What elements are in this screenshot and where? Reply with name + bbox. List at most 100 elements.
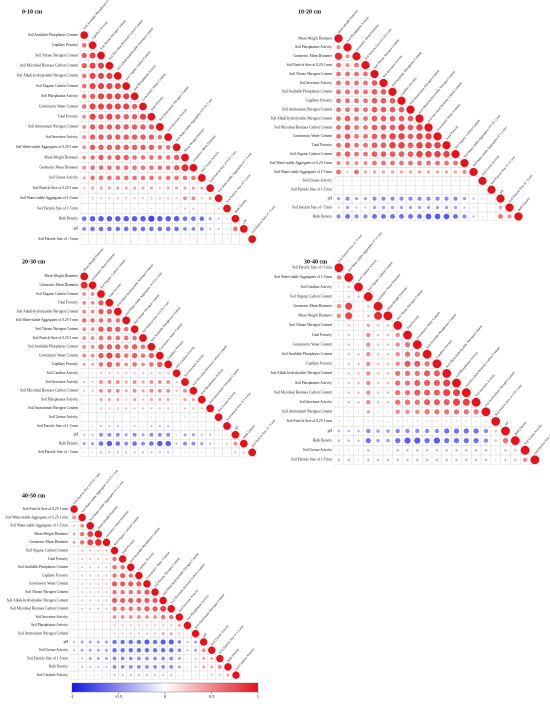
corr-circle [123, 215, 129, 222]
corr-circle [112, 589, 117, 595]
corr-circle [89, 674, 91, 676]
corr-circle [210, 674, 213, 677]
row-label: Soil Invertase Activity [46, 135, 79, 139]
corr-circle [125, 407, 128, 410]
row-label: Bulk Density [313, 214, 332, 218]
corr-circle [112, 639, 117, 645]
corr-circle [135, 571, 143, 580]
column-label: Soil Available Phosphorus Content [391, 51, 423, 88]
corr-circle [175, 207, 178, 210]
corr-circle [88, 640, 92, 644]
corr-circle [81, 566, 84, 569]
corr-circle [152, 648, 158, 653]
row-label: Soil Nitrate Nitrogen Content [25, 590, 68, 594]
corr-circle [191, 216, 196, 222]
corr-circle [80, 523, 85, 528]
column-label: pH [499, 188, 505, 194]
corr-circle [345, 71, 350, 77]
corr-circle [209, 433, 212, 436]
row-label: Soil Urease Activity [39, 648, 68, 652]
corr-circle [191, 398, 195, 402]
corr-circle [89, 591, 92, 594]
corr-circle [425, 458, 429, 462]
corr-circle [121, 624, 124, 627]
corr-circle [82, 336, 87, 340]
corr-circle [165, 165, 171, 171]
corr-circle [453, 160, 458, 166]
corr-circle [233, 226, 238, 232]
corr-circle [425, 150, 432, 158]
corr-circle [522, 457, 528, 463]
corr-circle [363, 80, 368, 86]
corr-circle [494, 449, 497, 452]
corr-circle [106, 103, 113, 110]
corr-circle [183, 621, 192, 630]
corr-circle [145, 664, 149, 669]
corr-circle [191, 196, 196, 201]
corr-circle [472, 197, 475, 200]
corr-circle [386, 458, 390, 462]
corr-circle [380, 124, 387, 131]
corr-circle [452, 389, 461, 397]
corr-circle [167, 197, 170, 200]
corr-circle [141, 197, 145, 200]
corr-circle [217, 434, 220, 436]
corr-circle [90, 336, 95, 340]
corr-circle [97, 83, 105, 90]
corr-circle [73, 558, 75, 560]
corr-circle [157, 175, 162, 180]
corr-circle [115, 362, 121, 367]
column-label: Bulk Density [514, 420, 528, 436]
corr-circle [81, 318, 87, 323]
corr-circle [510, 436, 520, 446]
corr-circle [181, 153, 189, 162]
corr-circle [433, 132, 442, 141]
corr-circle [175, 613, 184, 621]
corr-circle [120, 664, 125, 669]
corr-circle [354, 214, 359, 219]
corr-circle [120, 572, 126, 579]
corr-circle [99, 432, 103, 437]
corr-circle [463, 437, 469, 444]
corr-circle [406, 458, 409, 462]
corr-circle [455, 458, 458, 462]
corr-circle [83, 433, 86, 436]
corr-circle [416, 420, 419, 423]
corr-circle [226, 228, 228, 230]
corr-circle [105, 582, 108, 585]
corr-circle [164, 360, 173, 369]
corr-circle [153, 664, 157, 669]
corr-circle [364, 180, 367, 182]
corr-circle [72, 515, 76, 520]
corr-circle [389, 97, 396, 104]
row-label: Gravimetric Water Content [29, 582, 68, 586]
corr-circle [125, 197, 128, 200]
corr-circle [425, 448, 429, 452]
corr-circle [386, 372, 390, 375]
corr-circle [371, 115, 378, 122]
corr-circle [123, 335, 129, 341]
corr-circle [386, 429, 390, 433]
corr-circle [82, 292, 87, 296]
corr-circle [115, 113, 121, 120]
corr-circle [201, 416, 203, 418]
corr-circle [398, 106, 405, 113]
row-label: Soil Alkali-hydrolyzable Nitrogen Conten… [17, 309, 78, 313]
row-label: Total Porosity [58, 301, 78, 305]
corr-circle [155, 123, 164, 131]
corr-circle [72, 640, 76, 644]
corr-circle [99, 372, 103, 375]
colorbar-tick-label: 1 [257, 694, 259, 699]
column-label: Soil Particle Size of 0.25-1 mm [72, 471, 101, 505]
corr-circle [357, 295, 360, 298]
corr-circle [417, 170, 422, 174]
corr-circle [354, 124, 359, 130]
corr-circle [209, 208, 211, 209]
corr-circle [72, 649, 76, 652]
corr-circle [407, 142, 414, 149]
corr-circle [424, 428, 430, 434]
corr-circle [98, 362, 104, 367]
corr-circle [120, 648, 125, 653]
corr-circle [338, 411, 340, 413]
